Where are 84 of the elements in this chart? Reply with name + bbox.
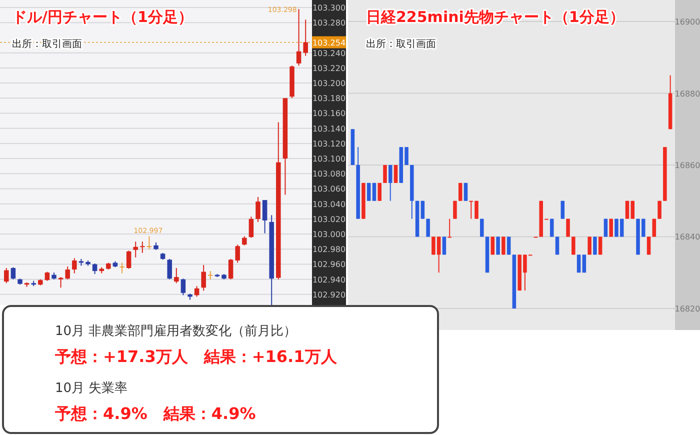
candlestick — [593, 236, 597, 256]
y-tick-label: 16900 — [674, 18, 700, 27]
text: ドル/円チャート（1分足） — [12, 8, 193, 26]
y-tick-label: 103.140 — [312, 124, 346, 134]
y-tick-label: 16840 — [674, 232, 700, 242]
y-tick-label: 16820 — [674, 304, 700, 314]
candlestick — [228, 258, 234, 280]
candlestick — [248, 216, 254, 238]
candlestick — [502, 236, 506, 256]
y-tick-label: 103.300 — [312, 4, 346, 13]
candlestick — [572, 236, 576, 256]
y-tick-label: 103.040 — [312, 200, 346, 209]
y-tick-label: 103.080 — [312, 170, 346, 179]
candlestick — [120, 262, 124, 274]
candlestick — [372, 182, 376, 202]
candlestick — [442, 236, 446, 256]
candlestick — [582, 254, 586, 274]
candlestick — [146, 236, 152, 250]
text: 出所：取引画面 — [366, 38, 436, 50]
y-tick-label: 103.220 — [312, 64, 346, 73]
text: 予想：4.9% 結果：4.9% — [54, 404, 256, 423]
candlestick — [201, 264, 206, 292]
y-tick-label: 103.060 — [312, 184, 346, 194]
y-tick-label: 102.960 — [312, 260, 346, 270]
candlestick — [262, 200, 268, 234]
candlestick — [420, 200, 425, 220]
candlestick — [506, 236, 511, 256]
text: 日経225mini先物チャート（1分足） — [366, 8, 624, 26]
candlestick — [366, 182, 371, 202]
y-tick-label: 103.120 — [312, 139, 346, 148]
candlestick — [496, 236, 500, 256]
candlestick — [92, 262, 98, 275]
y-tick-label: 102.920 — [312, 290, 346, 300]
candlestick — [646, 236, 651, 256]
candlestick — [140, 241, 145, 254]
candlestick — [44, 271, 50, 282]
y-tick-label: 16860 — [674, 161, 700, 170]
candlestick — [490, 236, 495, 256]
candlestick — [180, 278, 186, 296]
candlestick — [4, 268, 9, 284]
candlestick — [296, 8, 302, 66]
candlestick — [58, 276, 64, 288]
candlestick — [555, 236, 560, 256]
candlestick — [256, 196, 260, 222]
y-tick-label: 103.240 — [312, 48, 346, 58]
candlestick — [588, 236, 592, 256]
text: 予想：+17.3万人 結果：+16.1万人 — [54, 347, 338, 366]
candlestick — [174, 268, 179, 284]
candlestick — [560, 200, 565, 220]
candlestick — [10, 266, 16, 280]
candlestick — [167, 258, 172, 280]
candlestick — [458, 182, 462, 202]
ref-line-label: 103.254 — [312, 38, 346, 48]
y-tick-label: 103.100 — [312, 154, 346, 164]
candlestick — [394, 164, 398, 184]
candlestick — [72, 258, 77, 274]
candlestick — [658, 200, 662, 220]
y-tick-label: 102.940 — [312, 275, 346, 284]
y-tick-label: 103.200 — [312, 79, 346, 88]
candlestick — [126, 250, 132, 270]
text: 出所：取引画面 — [12, 38, 82, 50]
candlestick — [464, 182, 468, 202]
candlestick — [242, 236, 247, 246]
text: 10月 非農業部門雇用者数変化（前月比） — [55, 323, 297, 339]
candlestick — [453, 200, 457, 220]
candlestick — [133, 241, 138, 258]
candlestick — [208, 270, 213, 280]
candlestick — [448, 218, 452, 238]
y-tick-label: 103.280 — [312, 18, 346, 28]
y-tick-label: 102.980 — [312, 245, 346, 254]
text: 10月 失業率 — [55, 380, 128, 396]
y-tick-label: 16880 — [674, 89, 700, 98]
y-tick-label: 103.160 — [312, 109, 346, 118]
candlestick — [303, 19, 308, 56]
candlestick — [235, 244, 240, 264]
candlestick — [388, 164, 392, 202]
y-tick-label: 103.180 — [312, 94, 346, 104]
candlestick — [576, 254, 581, 274]
y-tick-label: 103.020 — [312, 214, 346, 224]
candlestick — [598, 236, 602, 256]
candlestick — [194, 286, 200, 298]
candlestick — [65, 266, 70, 280]
y-tick-label: 103.000 — [312, 230, 346, 240]
candlestick — [378, 182, 382, 202]
